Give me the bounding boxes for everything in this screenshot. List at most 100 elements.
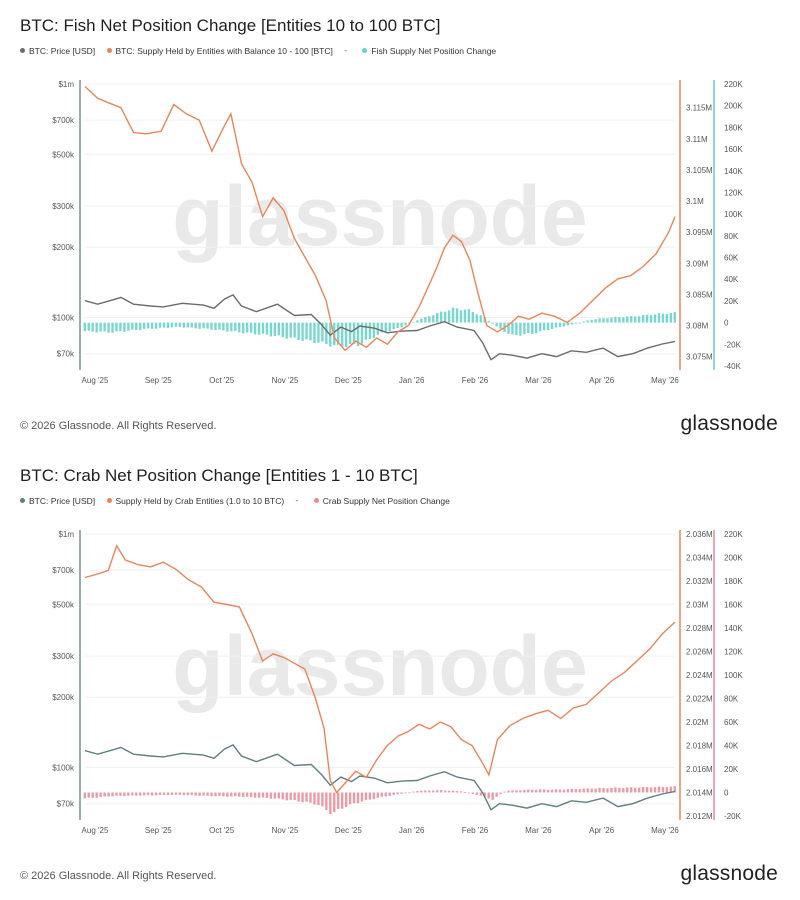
- net-change-bar: [598, 787, 601, 793]
- net-change-bar: [91, 792, 94, 798]
- legend-item-supply[interactable]: BTC: Supply Held by Entities with Balanc…: [106, 46, 333, 56]
- net-change-bar: [146, 792, 150, 796]
- net-change-bar: [372, 792, 376, 800]
- change-tick-label: 60K: [724, 254, 739, 263]
- change-tick-label: -20K: [724, 812, 742, 821]
- net-change-bar: [222, 322, 225, 331]
- net-change-bar: [463, 309, 467, 323]
- net-change-bar: [313, 792, 316, 805]
- net-change-bar: [471, 792, 475, 794]
- net-change-bar: [95, 792, 98, 798]
- net-change-bar: [329, 792, 332, 815]
- supply-tick-label: 2.034M: [686, 554, 713, 563]
- net-change-bar: [582, 321, 585, 323]
- net-change-bar: [253, 322, 257, 335]
- net-change-bar: [673, 312, 676, 323]
- x-tick-label: Feb '26: [462, 376, 489, 385]
- net-change-bar: [261, 792, 265, 798]
- net-change-bar: [174, 792, 178, 795]
- x-tick-label: Dec '25: [335, 376, 362, 385]
- net-change-bar: [321, 322, 324, 342]
- net-change-bar: [428, 790, 431, 793]
- legend-item-price[interactable]: BTC: Price [USD]: [20, 496, 95, 506]
- net-change-bar: [602, 318, 605, 323]
- net-change-bar: [420, 790, 423, 793]
- legend-item-net-change[interactable]: Crab Supply Net Position Change: [313, 496, 450, 506]
- net-change-bar: [507, 322, 510, 334]
- glassnode-logo[interactable]: glassnode: [680, 862, 778, 885]
- net-change-bar: [618, 787, 621, 793]
- net-change-bar: [392, 322, 395, 330]
- net-change-bar: [487, 792, 490, 799]
- net-change-bar: [578, 322, 581, 324]
- net-change-bar: [253, 792, 257, 798]
- net-change-bar: [626, 787, 629, 793]
- net-change-bar: [337, 322, 340, 345]
- net-change-bar: [653, 314, 657, 323]
- net-change-bar: [127, 792, 130, 796]
- net-change-bar: [281, 322, 284, 338]
- net-change-bar: [309, 792, 312, 803]
- net-change-bar: [562, 322, 566, 327]
- watermark: glassnode: [172, 169, 587, 263]
- supply-tick-label: 3.1M: [686, 197, 704, 206]
- change-tick-label: 120K: [724, 188, 743, 197]
- price-tick-label: $100k: [52, 314, 75, 323]
- net-change-bar: [495, 792, 498, 797]
- net-change-bar: [630, 787, 633, 793]
- net-change-bar: [87, 792, 90, 798]
- net-change-bar: [527, 322, 530, 334]
- net-change-bar: [606, 318, 609, 323]
- net-change-bar: [269, 322, 273, 337]
- net-change-bar: [257, 792, 261, 798]
- net-change-bar: [610, 317, 613, 323]
- net-change-bar: [649, 315, 653, 323]
- change-tick-label: 160K: [724, 601, 743, 610]
- net-change-bar: [471, 312, 475, 323]
- watermark: glassnode: [172, 619, 587, 713]
- net-change-bar: [198, 322, 201, 329]
- net-change-bar: [637, 316, 641, 323]
- net-change-bar: [447, 790, 451, 793]
- legend-item-price[interactable]: BTC: Price [USD]: [20, 46, 95, 56]
- net-change-bar: [344, 792, 348, 808]
- net-change-bar: [439, 311, 443, 323]
- net-change-bar: [424, 316, 427, 323]
- net-change-bar: [317, 792, 320, 806]
- supply-tick-label: 3.08M: [686, 322, 709, 331]
- net-change-bar: [226, 322, 229, 332]
- supply-tick-label: 2.02M: [686, 718, 709, 727]
- change-tick-label: -20K: [724, 340, 742, 349]
- net-change-bar: [554, 322, 558, 328]
- chart-plot: glassnode $1m $700k $500k $300k $200k $100k $70…: [52, 530, 743, 835]
- net-change-bar: [653, 787, 657, 793]
- change-tick-label: 160K: [724, 145, 743, 154]
- net-change-bar: [99, 792, 102, 797]
- net-change-bar: [119, 322, 122, 332]
- net-change-bar: [479, 315, 482, 323]
- legend-item-net-change[interactable]: Fish Supply Net Position Change: [362, 46, 496, 56]
- net-change-bar: [439, 790, 443, 793]
- net-change-bar: [467, 309, 471, 323]
- net-change-bar: [523, 322, 526, 335]
- price-tick-label: $70k: [57, 800, 75, 809]
- net-change-bar: [538, 322, 542, 332]
- glassnode-logo[interactable]: glassnode: [680, 412, 778, 435]
- net-change-bar: [396, 322, 399, 328]
- net-change-bar: [360, 792, 364, 802]
- net-change-bar: [131, 322, 134, 330]
- net-change-bar: [622, 317, 625, 323]
- legend-item-supply[interactable]: Supply Held by Crab Entities (1.0 to 10 …: [106, 496, 284, 506]
- net-change-bar: [455, 791, 459, 793]
- net-change-bar: [285, 792, 288, 801]
- net-change-bar: [194, 792, 197, 796]
- net-change-bar: [523, 789, 526, 793]
- net-change-bar: [368, 322, 372, 339]
- net-change-bar: [404, 322, 407, 326]
- net-change-bar: [123, 322, 126, 332]
- x-tick-label: Aug '25: [82, 376, 109, 385]
- net-change-bar: [277, 792, 281, 799]
- net-change-bar: [150, 792, 154, 796]
- net-change-bar: [218, 792, 221, 796]
- net-change-bar: [245, 322, 249, 333]
